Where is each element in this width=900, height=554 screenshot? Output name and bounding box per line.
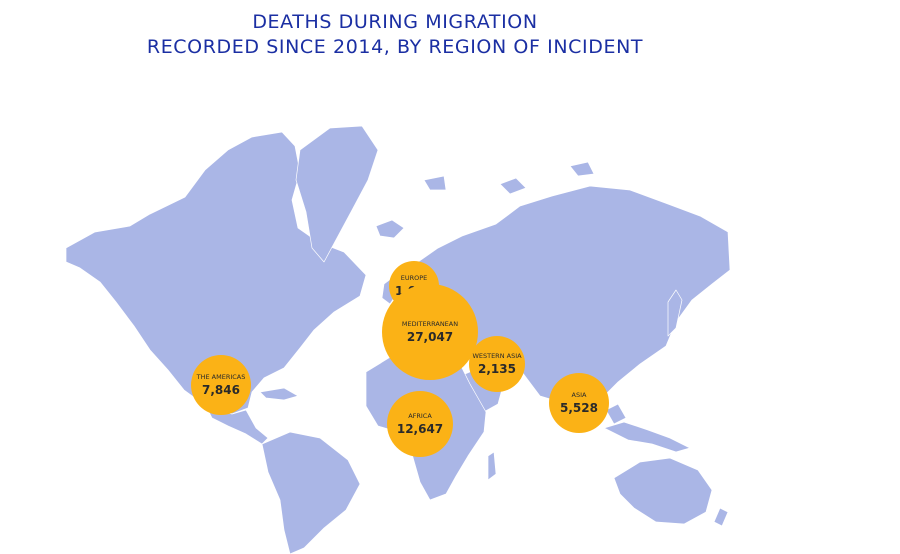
title-line-1: DEATHS DURING MIGRATION [252,11,538,33]
land-arctic-islands [423,161,595,195]
region-value-the-americas: 7,846 [202,383,240,397]
bubble-circle-western-asia [469,336,525,392]
region-name-asia: ASIA [572,391,587,399]
region-name-western-asia: WESTERN ASIA [472,352,522,360]
land-se-asia-islands [603,403,691,453]
land-south-america [261,431,361,554]
region-name-africa: AFRICA [408,412,432,420]
bubble-circle-asia [549,373,609,433]
land-caribbean [259,387,299,401]
bubble-the-americas: THE AMERICAS 7,846 [191,355,251,415]
bubble-africa: AFRICA 12,647 [387,391,453,457]
region-value-western-asia: 2,135 [478,362,516,376]
landmasses [65,125,731,554]
bubble-circle-africa [387,391,453,457]
region-name-europe: EUROPE [401,274,428,282]
land-australia [613,457,713,525]
land-madagascar [487,451,497,481]
land-japan [667,289,683,337]
land-new-zealand [713,507,729,527]
region-value-asia: 5,528 [560,401,598,415]
chart-title: DEATHS DURING MIGRATION RECORDED SINCE 2… [0,10,790,60]
title-line-2: RECORDED SINCE 2014, BY REGION OF INCIDE… [146,36,644,58]
bubble-circle-the-americas [191,355,251,415]
land-iceland [375,219,405,239]
region-name-mediterranean: MEDITERRANEAN [402,320,458,328]
land-greenland [295,125,379,263]
land-north-america [65,131,367,415]
bubble-circle-mediterranean [382,284,478,380]
bubble-western-asia: WESTERN ASIA 2,135 [469,336,525,392]
land-central-america [205,405,269,445]
region-name-the-americas: THE AMERICAS [196,373,246,381]
region-value-mediterranean: 27,047 [407,330,453,344]
bubble-asia: ASIA 5,528 [549,373,609,433]
bubble-mediterranean: MEDITERRANEAN 27,047 [382,284,478,380]
region-value-africa: 12,647 [397,422,443,436]
